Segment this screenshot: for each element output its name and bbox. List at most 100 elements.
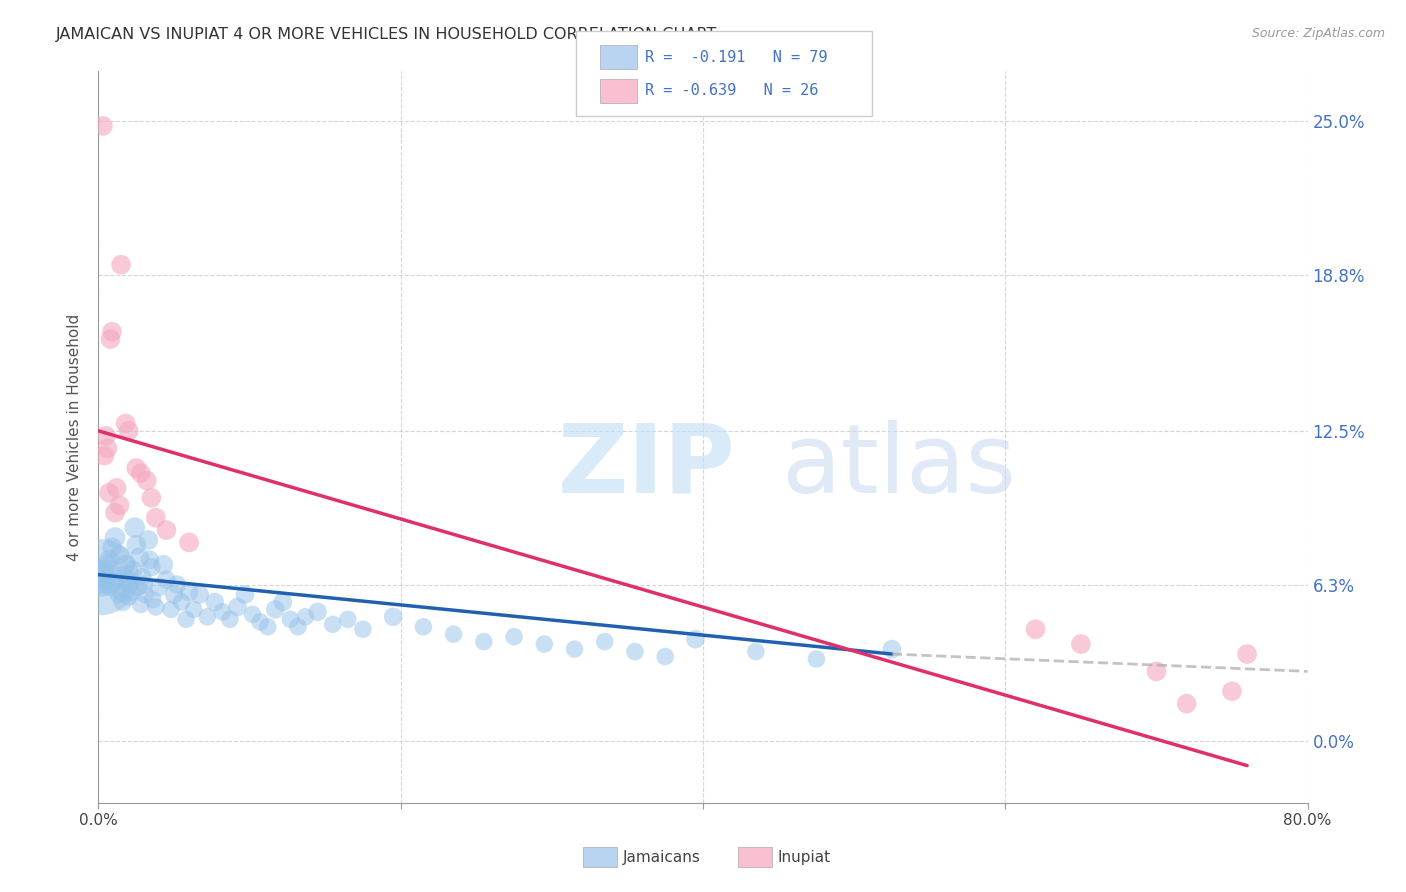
- Point: [188, 588, 211, 602]
- Text: R =  -0.191   N = 79: R = -0.191 N = 79: [645, 50, 828, 64]
- Point: [112, 567, 135, 582]
- Point: [170, 595, 193, 609]
- Point: [124, 520, 146, 534]
- Point: [98, 486, 121, 500]
- Point: [148, 580, 170, 594]
- Point: [533, 637, 555, 651]
- Point: [118, 590, 141, 604]
- Point: [1236, 647, 1258, 661]
- Point: [443, 627, 465, 641]
- Point: [654, 649, 676, 664]
- Point: [125, 461, 148, 475]
- Point: [114, 417, 136, 431]
- Point: [141, 491, 163, 505]
- Point: [110, 258, 132, 272]
- Point: [115, 573, 138, 587]
- Point: [160, 602, 183, 616]
- Point: [141, 560, 163, 574]
- Point: [90, 565, 112, 579]
- Point: [264, 602, 287, 616]
- Point: [129, 466, 152, 480]
- Point: [294, 610, 316, 624]
- Point: [145, 510, 167, 524]
- Point: [121, 585, 143, 599]
- Point: [105, 481, 128, 495]
- Point: [280, 612, 302, 626]
- Point: [139, 553, 162, 567]
- Point: [104, 531, 127, 545]
- Point: [174, 612, 197, 626]
- Point: [104, 506, 127, 520]
- Point: [226, 599, 249, 614]
- Point: [100, 332, 122, 346]
- Point: [152, 558, 174, 572]
- Point: [233, 588, 256, 602]
- Point: [1146, 665, 1168, 679]
- Point: [100, 580, 122, 594]
- Point: [1220, 684, 1243, 698]
- Point: [163, 588, 186, 602]
- Point: [183, 602, 205, 616]
- Point: [114, 558, 136, 572]
- Point: [94, 429, 117, 443]
- Point: [136, 533, 159, 547]
- Point: [129, 598, 152, 612]
- Point: [108, 548, 131, 562]
- Point: [204, 595, 226, 609]
- Point: [111, 595, 134, 609]
- Point: [287, 620, 309, 634]
- Point: [101, 541, 124, 555]
- Point: [132, 577, 155, 591]
- Point: [249, 615, 271, 629]
- Point: [94, 573, 117, 587]
- Point: [745, 644, 768, 658]
- Text: Inupiat: Inupiat: [778, 850, 831, 864]
- Point: [593, 634, 616, 648]
- Text: atlas: atlas: [782, 420, 1017, 513]
- Point: [93, 449, 115, 463]
- Text: ZIP: ZIP: [558, 420, 735, 513]
- Point: [93, 563, 115, 577]
- Point: [155, 573, 177, 587]
- Point: [122, 563, 145, 577]
- Point: [118, 424, 141, 438]
- Point: [412, 620, 434, 634]
- Point: [142, 592, 165, 607]
- Point: [1175, 697, 1198, 711]
- Point: [103, 575, 125, 590]
- Point: [564, 642, 586, 657]
- Point: [195, 610, 218, 624]
- Point: [131, 570, 153, 584]
- Text: Source: ZipAtlas.com: Source: ZipAtlas.com: [1251, 27, 1385, 40]
- Point: [880, 642, 903, 657]
- Text: Jamaicans: Jamaicans: [623, 850, 700, 864]
- Point: [128, 550, 150, 565]
- Point: [382, 610, 405, 624]
- Point: [105, 570, 128, 584]
- Point: [211, 605, 233, 619]
- Point: [179, 535, 201, 549]
- Point: [256, 620, 278, 634]
- Point: [96, 442, 118, 456]
- Text: JAMAICAN VS INUPIAT 4 OR MORE VEHICLES IN HOUSEHOLD CORRELATION CHART: JAMAICAN VS INUPIAT 4 OR MORE VEHICLES I…: [56, 27, 717, 42]
- Point: [219, 612, 242, 626]
- Point: [108, 498, 131, 512]
- Y-axis label: 4 or more Vehicles in Household: 4 or more Vehicles in Household: [67, 313, 83, 561]
- Point: [166, 577, 188, 591]
- Point: [1070, 637, 1092, 651]
- Point: [125, 538, 148, 552]
- Point: [101, 325, 124, 339]
- Point: [127, 580, 149, 594]
- Point: [336, 612, 359, 626]
- Point: [91, 577, 114, 591]
- Point: [242, 607, 264, 622]
- Point: [107, 588, 129, 602]
- Point: [91, 119, 114, 133]
- Point: [98, 553, 121, 567]
- Point: [806, 652, 828, 666]
- Point: [1024, 622, 1046, 636]
- Point: [155, 523, 177, 537]
- Point: [624, 644, 647, 658]
- Text: R = -0.639   N = 26: R = -0.639 N = 26: [645, 84, 818, 98]
- Point: [91, 580, 114, 594]
